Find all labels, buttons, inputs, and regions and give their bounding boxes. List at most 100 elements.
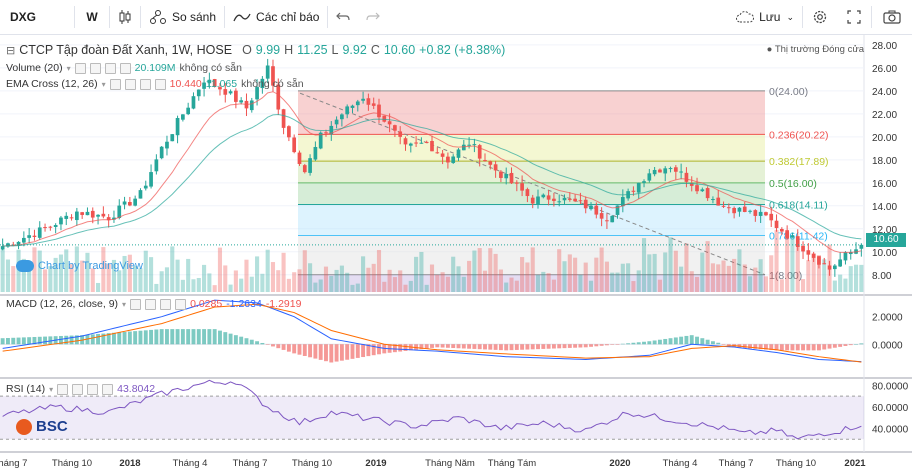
save-button[interactable]: Lưu ⌄ bbox=[727, 0, 802, 34]
volume-bar bbox=[143, 250, 148, 292]
close-icon[interactable] bbox=[139, 78, 151, 90]
collapse-icon[interactable]: ⊟ bbox=[6, 44, 16, 57]
main-series-legend[interactable]: ⊟ CTCP Tập đoàn Đất Xanh, 1W, HOSE O 9.99… bbox=[6, 43, 505, 57]
volume-bar bbox=[541, 271, 546, 292]
volume-bar bbox=[657, 279, 662, 292]
macd-histogram-bar bbox=[779, 344, 784, 351]
volume-bar bbox=[255, 256, 260, 292]
rsi-legend[interactable]: RSI (14) ▾ 43.8042 bbox=[6, 383, 155, 395]
eye-icon[interactable] bbox=[74, 62, 86, 74]
macd-histogram-bar bbox=[615, 344, 620, 345]
chevron-down-icon[interactable]: ▾ bbox=[49, 384, 54, 394]
compare-button[interactable]: So sánh bbox=[141, 0, 224, 34]
candle-body bbox=[758, 211, 763, 216]
volume-bar bbox=[117, 270, 122, 292]
macd-histogram-bar bbox=[302, 344, 307, 356]
settings-icon[interactable] bbox=[124, 78, 136, 90]
candle-body bbox=[239, 100, 244, 103]
chevron-down-icon[interactable]: ▾ bbox=[122, 299, 127, 309]
candle-body bbox=[631, 190, 636, 192]
settings-button[interactable] bbox=[803, 0, 837, 34]
more-icon[interactable] bbox=[154, 78, 166, 90]
candle-body bbox=[228, 91, 233, 94]
macd-histogram-bar bbox=[350, 344, 355, 359]
volume-bar bbox=[244, 259, 249, 292]
close-icon[interactable] bbox=[160, 298, 172, 310]
change-value: +0.82 (+8.38%) bbox=[419, 43, 506, 57]
volume-bar bbox=[631, 281, 636, 292]
chevron-down-icon[interactable]: ▾ bbox=[66, 63, 71, 73]
settings-icon[interactable] bbox=[145, 298, 157, 310]
interval-button[interactable]: W bbox=[75, 0, 109, 34]
candle-body bbox=[636, 182, 641, 193]
candle-body bbox=[567, 198, 572, 200]
candle-body bbox=[27, 235, 32, 238]
more-icon[interactable] bbox=[102, 383, 114, 395]
settings-icon[interactable] bbox=[72, 383, 84, 395]
settings-icon[interactable] bbox=[89, 62, 101, 74]
candle-body bbox=[583, 199, 588, 209]
macd-legend[interactable]: MACD (12, 26, close, 9) ▾ 0.0285 -1.2634… bbox=[6, 298, 301, 310]
candle-body bbox=[742, 206, 747, 212]
undo-button[interactable] bbox=[328, 0, 358, 34]
candle-body bbox=[75, 211, 79, 221]
fullscreen-button[interactable] bbox=[837, 0, 871, 34]
volume-bar bbox=[679, 266, 684, 292]
volume-bar bbox=[355, 283, 360, 292]
volume-legend[interactable]: Volume (20) ▾ 20.109M không có sẵn bbox=[6, 62, 242, 74]
rsi-axis-label: 40.0000 bbox=[872, 424, 909, 435]
macd-histogram-bar bbox=[69, 335, 74, 345]
volume-bar bbox=[223, 265, 228, 292]
volume-bar bbox=[196, 277, 201, 292]
volume-bar bbox=[700, 252, 705, 292]
macd-histogram-bar bbox=[32, 336, 37, 345]
price-chart[interactable]: 0(24.00) 0.236(20.22) 0.382(17.89) 0.5(16.0… bbox=[0, 35, 912, 475]
volume-bar bbox=[816, 255, 821, 292]
snapshot-button[interactable] bbox=[872, 0, 912, 34]
price-axis-label: 10.00 bbox=[872, 248, 897, 259]
candle-body bbox=[467, 144, 471, 146]
eye-icon[interactable] bbox=[130, 298, 142, 310]
eye-icon[interactable] bbox=[57, 383, 69, 395]
more-icon[interactable] bbox=[175, 298, 187, 310]
candle-body bbox=[398, 131, 403, 137]
close-icon[interactable] bbox=[87, 383, 99, 395]
macd-histogram-bar bbox=[816, 344, 821, 351]
volume-bar bbox=[138, 268, 143, 292]
macd-histogram-bar bbox=[0, 338, 5, 345]
ema-legend[interactable]: EMA Cross (12, 26) ▾ 10.440 11.065 không… bbox=[6, 78, 304, 90]
macd-histogram-bar bbox=[483, 344, 487, 350]
volume-bar bbox=[504, 282, 509, 292]
symbol-search[interactable]: DXG bbox=[0, 0, 74, 34]
volume-bar bbox=[546, 273, 551, 292]
close-icon[interactable] bbox=[104, 62, 116, 74]
candle-body bbox=[573, 198, 577, 202]
eye-icon[interactable] bbox=[109, 78, 121, 90]
candle-body bbox=[785, 230, 789, 239]
macd-histogram-bar bbox=[265, 344, 270, 345]
volume-bar bbox=[779, 279, 784, 292]
candle-body bbox=[403, 138, 408, 145]
candle-body bbox=[499, 171, 503, 178]
price-axis-label: 18.00 bbox=[872, 156, 897, 167]
tradingview-watermark[interactable]: Chart by TradingView bbox=[16, 260, 143, 272]
chart-type-button[interactable] bbox=[110, 0, 140, 34]
fib-zone bbox=[298, 204, 765, 236]
macd-histogram-bar bbox=[700, 338, 705, 345]
candle-body bbox=[811, 253, 816, 258]
macd-histogram-bar bbox=[6, 338, 10, 345]
candle-body bbox=[143, 185, 148, 189]
indicators-button[interactable]: Các chỉ báo bbox=[225, 0, 327, 34]
indicators-icon bbox=[233, 13, 251, 22]
volume-bar bbox=[557, 249, 562, 292]
macd-histogram-bar bbox=[610, 344, 615, 345]
candle-body bbox=[726, 207, 731, 209]
chevron-down-icon[interactable]: ▾ bbox=[101, 79, 106, 89]
volume-bar bbox=[615, 272, 620, 292]
macd-histogram-bar bbox=[27, 337, 32, 345]
more-icon[interactable] bbox=[119, 62, 131, 74]
redo-button[interactable] bbox=[358, 0, 388, 34]
rsi-band bbox=[0, 396, 864, 440]
macd-histogram-bar bbox=[133, 331, 138, 345]
candle-body bbox=[838, 259, 842, 267]
